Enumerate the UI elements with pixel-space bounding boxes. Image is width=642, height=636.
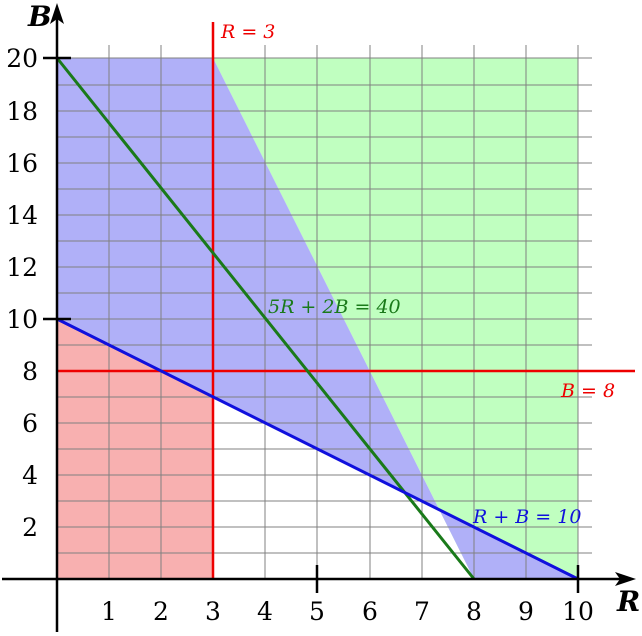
x-tick-label: 4 — [257, 597, 273, 626]
label-green-line: 5R + 2B = 40 — [268, 296, 401, 318]
y-tick-label: 6 — [22, 409, 38, 438]
x-axis-arrow — [615, 572, 636, 586]
axes — [2, 16, 622, 632]
x-tick-label: 9 — [518, 597, 534, 626]
y-tick-label: 14 — [6, 201, 38, 230]
y-tick-label: 10 — [6, 305, 38, 334]
y-tick-label: 18 — [6, 97, 38, 126]
x-tick-label: 5 — [309, 597, 325, 626]
label-r3: R = 3 — [220, 21, 275, 43]
line-blue — [56, 317, 579, 581]
y-tick-label: 8 — [22, 357, 38, 386]
x-tick-label: 10 — [562, 597, 594, 626]
y-tick-label: 16 — [6, 149, 38, 178]
y-tick-label: 12 — [6, 253, 38, 282]
y-tick-label: 4 — [22, 461, 38, 490]
label-blue-line: R + B = 10 — [472, 506, 581, 528]
y-tick-label: 20 — [6, 44, 38, 73]
y-tick-labels: 2 4 6 8 10 12 14 16 18 20 — [6, 44, 38, 542]
x-tick-label: 8 — [466, 597, 482, 626]
label-b8: B = 8 — [560, 380, 615, 402]
x-tick-labels: 1 2 3 4 5 6 7 8 9 10 — [101, 597, 594, 626]
x-tick-label: 2 — [153, 597, 169, 626]
x-tick-label: 6 — [362, 597, 378, 626]
tick-marks — [43, 56, 580, 593]
x-axis-label: R — [616, 585, 640, 618]
x-tick-label: 1 — [101, 597, 117, 626]
y-axis-arrow — [50, 3, 64, 24]
y-axis-label: B — [27, 0, 52, 33]
x-tick-label: 3 — [205, 597, 221, 626]
x-tick-label: 7 — [414, 597, 430, 626]
y-tick-label: 2 — [22, 513, 38, 542]
white-region — [213, 397, 474, 579]
